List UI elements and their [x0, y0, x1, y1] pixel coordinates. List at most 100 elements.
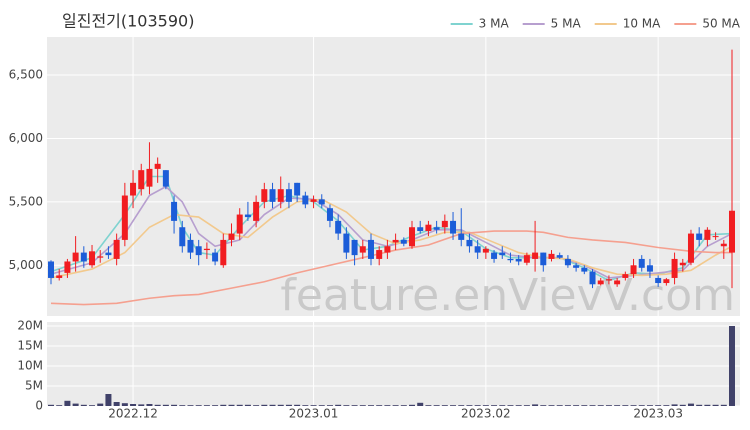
- candle-body: [482, 248, 489, 253]
- volume-bar: [48, 404, 54, 406]
- volume-bar: [203, 405, 210, 406]
- candle-body: [646, 265, 653, 272]
- candle-body: [384, 246, 391, 253]
- volume-bar: [417, 402, 424, 406]
- candle-body: [712, 236, 719, 238]
- candle-body: [269, 189, 276, 202]
- candle-body: [704, 229, 711, 240]
- volume-bar: [179, 405, 186, 406]
- candle-body: [236, 214, 243, 234]
- volume-bar: [228, 404, 235, 406]
- candle-body: [400, 239, 407, 244]
- volume-bar: [302, 405, 309, 406]
- volume-bar: [285, 404, 292, 406]
- volume-bar: [450, 405, 457, 406]
- candle-body: [89, 251, 96, 266]
- volume-bar: [564, 405, 571, 406]
- volume-bar: [573, 405, 580, 406]
- candle-body: [376, 250, 383, 259]
- volume-bar: [458, 405, 465, 406]
- volume-bar: [597, 405, 604, 406]
- y-tick-label: 6,500: [9, 68, 43, 82]
- candle-body: [244, 214, 251, 218]
- volume-bar: [425, 405, 432, 406]
- ma-line: [50, 198, 733, 279]
- volume-bar: [482, 405, 489, 406]
- candle-body: [343, 233, 350, 253]
- volume-bar: [130, 404, 137, 406]
- volume-bar: [696, 404, 703, 406]
- x-tick-label: 2023.03: [633, 407, 683, 421]
- candle-body: [655, 277, 662, 284]
- volume-bar: [622, 405, 629, 406]
- candle-body: [523, 255, 530, 263]
- candle-body: [261, 189, 268, 202]
- volume-bar: [335, 404, 342, 406]
- candle-body: [638, 258, 645, 268]
- volume-bar: [548, 405, 555, 406]
- candle-body: [130, 182, 137, 196]
- candle-body: [212, 252, 219, 262]
- y-tick-label: 5M: [25, 379, 43, 393]
- volume-bar: [491, 405, 498, 406]
- legend-label: 3 MA: [479, 17, 510, 31]
- candle-body: [146, 168, 153, 187]
- y-tick-label: 6,000: [9, 131, 43, 145]
- volume-bar: [704, 404, 711, 406]
- candle-body: [466, 239, 473, 247]
- x-tick-label: 2023.01: [289, 407, 339, 421]
- volume-bar: [507, 405, 514, 406]
- volume-bar: [277, 404, 284, 406]
- candle-body: [409, 227, 416, 247]
- volume-bar: [367, 405, 374, 406]
- y-tick-label: 0: [35, 399, 43, 413]
- volume-bar: [441, 405, 448, 406]
- candle-body: [367, 239, 374, 259]
- volume-bar: [409, 404, 416, 406]
- volume-bar: [646, 405, 653, 406]
- candle-body: [285, 189, 292, 202]
- candle-body: [614, 280, 621, 285]
- volume-bar: [589, 405, 596, 406]
- volume-bar: [105, 394, 112, 406]
- candle-body: [564, 258, 571, 266]
- candle-body: [548, 253, 555, 259]
- candle-body: [277, 189, 284, 202]
- candle-body: [720, 243, 727, 247]
- volume-bar: [515, 405, 522, 406]
- volume-bar: [556, 405, 563, 406]
- volume-bar: [269, 404, 276, 406]
- volume-bar: [474, 405, 481, 406]
- volume-bar: [253, 405, 260, 406]
- candle-body: [507, 258, 514, 261]
- candle-body: [532, 252, 539, 259]
- volume-bar: [712, 404, 719, 406]
- legend-label: 10 MA: [623, 17, 661, 31]
- volume-bar: [614, 405, 621, 406]
- candle-body: [228, 233, 235, 240]
- volume-bar: [720, 404, 727, 406]
- volume-bar: [392, 405, 399, 406]
- candle-body: [425, 224, 432, 232]
- candle-body: [154, 163, 161, 169]
- volume-bar: [433, 405, 440, 406]
- volume-bar: [146, 404, 153, 406]
- candle-body: [187, 239, 194, 253]
- volume-bar: [294, 404, 301, 406]
- candle-body: [540, 252, 547, 266]
- candle-body: [351, 239, 358, 256]
- candle-body: [318, 199, 325, 205]
- candle-body: [48, 261, 54, 278]
- volume-bar: [655, 405, 662, 406]
- volume-bar: [154, 404, 161, 406]
- volume-panel: [47, 322, 740, 406]
- candle-body: [729, 210, 735, 253]
- volume-bar: [687, 403, 694, 406]
- candle-body: [671, 258, 678, 278]
- volume-bar: [162, 404, 169, 406]
- candle-body: [515, 258, 522, 262]
- volume-bar: [638, 405, 645, 406]
- volume-bar: [56, 405, 63, 406]
- candle-body: [359, 246, 366, 253]
